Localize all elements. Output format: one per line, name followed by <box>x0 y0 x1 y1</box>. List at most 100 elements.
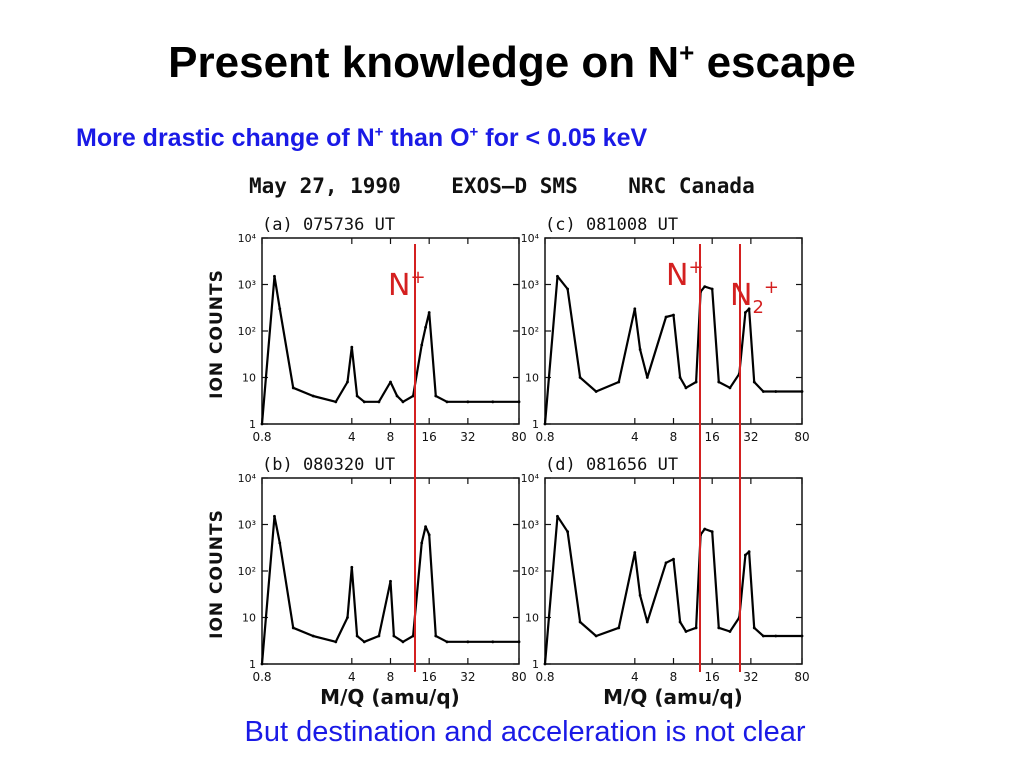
data-point <box>334 400 338 404</box>
data-point <box>434 394 438 398</box>
x-tick-label: 32 <box>460 430 475 444</box>
x-tick-label: 80 <box>511 430 526 444</box>
y-tick-label: 10³ <box>521 279 539 292</box>
xlabel-right: M/Q (amu/q) <box>603 685 743 709</box>
data-point <box>491 400 495 404</box>
data-point <box>291 386 295 390</box>
data-point <box>389 579 392 583</box>
data-point <box>362 400 366 404</box>
data-point <box>427 311 431 314</box>
data-point <box>694 626 698 630</box>
data-point <box>273 274 276 278</box>
data-point <box>672 313 675 317</box>
x-tick-label: 0.8 <box>535 430 554 444</box>
data-point <box>747 307 751 311</box>
data-point <box>491 640 495 644</box>
data-point <box>311 394 315 398</box>
x-tick-label: 8 <box>387 430 395 444</box>
x-tick-label: 8 <box>387 670 395 684</box>
data-point <box>800 390 804 393</box>
slide-subtitle: More drastic change of N+ than O+ for < … <box>76 123 648 152</box>
data-point <box>346 380 349 384</box>
xlabel-left: M/Q (amu/q) <box>320 685 460 709</box>
data-point <box>578 376 582 379</box>
data-point <box>401 640 405 644</box>
data-point <box>684 630 688 633</box>
x-tick-label: 4 <box>348 430 356 444</box>
data-point <box>424 525 427 529</box>
data-point <box>638 348 642 351</box>
y-tick-label: 10 <box>242 612 256 625</box>
data-point <box>260 662 264 666</box>
data-point <box>728 386 732 390</box>
y-tick-label: 10⁴ <box>238 232 257 245</box>
spectrum-panel: (d) 081656 UT 0.8 4 8 16 32 80 10⁴ 10³ 10² 10 1 <box>521 455 810 684</box>
data-point <box>774 390 778 393</box>
data-point <box>556 514 559 518</box>
x-tick-label: 80 <box>794 430 809 444</box>
panel-label: (b) 080320 UT <box>262 455 395 475</box>
data-point <box>350 345 354 349</box>
data-point <box>392 634 396 638</box>
panel-frame <box>261 477 520 665</box>
y-tick-label: 1 <box>249 418 256 431</box>
data-point <box>556 274 559 278</box>
data-point <box>543 662 547 666</box>
data-point <box>800 634 804 638</box>
data-point <box>466 640 470 644</box>
data-point <box>743 553 747 557</box>
data-point <box>278 541 282 545</box>
data-point <box>355 394 359 398</box>
data-point <box>752 626 756 630</box>
x-tick-label: 16 <box>705 670 720 684</box>
data-point <box>389 380 392 384</box>
y-tick-label: 1 <box>532 658 539 671</box>
data-point <box>774 634 778 638</box>
nplus-label-right: N+ <box>666 257 704 293</box>
y-tick-label: 10² <box>238 565 256 578</box>
data-point <box>278 307 282 311</box>
data-point <box>517 400 521 404</box>
data-point <box>638 593 642 597</box>
spectrum-panel: (c) 081008 UT 0.8 4 8 16 32 80 10⁴ 10³ 10² 10 1 <box>521 215 810 444</box>
data-point <box>566 530 570 534</box>
slide-footer: But destination and acceleration is not … <box>244 716 806 748</box>
data-point <box>401 400 405 404</box>
panel-label: (a) 075736 UT <box>262 215 395 235</box>
y-tick-label: 10 <box>242 372 256 385</box>
y-tick-label: 10⁴ <box>521 472 540 485</box>
data-point <box>291 626 295 630</box>
data-point <box>311 634 315 638</box>
data-point <box>752 380 756 384</box>
data-point <box>761 634 765 638</box>
data-point <box>578 620 582 624</box>
data-point <box>424 325 427 329</box>
x-tick-label: 4 <box>348 670 356 684</box>
x-tick-label: 80 <box>511 670 526 684</box>
data-point <box>747 550 751 554</box>
data-point <box>346 616 349 619</box>
spectrum-panel: (a) 075736 UT 0.8 4 8 16 32 80 10⁴ 10³ 10² 10 1 <box>238 215 527 444</box>
data-point <box>678 376 682 379</box>
y-tick-label: 10³ <box>238 519 256 532</box>
data-point <box>633 307 637 311</box>
figure-header: May 27, 1990 EXOS–D SMS NRC Canada <box>249 174 755 198</box>
y-tick-label: 10⁴ <box>238 472 257 485</box>
data-point <box>355 634 359 638</box>
nplus-label-left: N+ <box>388 267 426 303</box>
ylabel-bottom: ION COUNTS <box>207 509 227 639</box>
y-tick-label: 10² <box>521 565 539 578</box>
spectrum-panel: (b) 080320 UT 0.8 4 8 16 32 80 10⁴ 10³ 10² 10 1 <box>238 455 527 684</box>
x-tick-label: 0.8 <box>252 430 271 444</box>
data-point <box>703 285 707 289</box>
x-tick-label: 4 <box>631 430 639 444</box>
data-point <box>411 634 415 638</box>
data-point <box>420 343 424 347</box>
data-point <box>445 400 449 404</box>
y-tick-label: 10 <box>525 372 539 385</box>
x-tick-label: 32 <box>743 670 758 684</box>
data-point <box>694 380 698 384</box>
data-point <box>645 620 649 624</box>
data-point <box>377 634 381 638</box>
